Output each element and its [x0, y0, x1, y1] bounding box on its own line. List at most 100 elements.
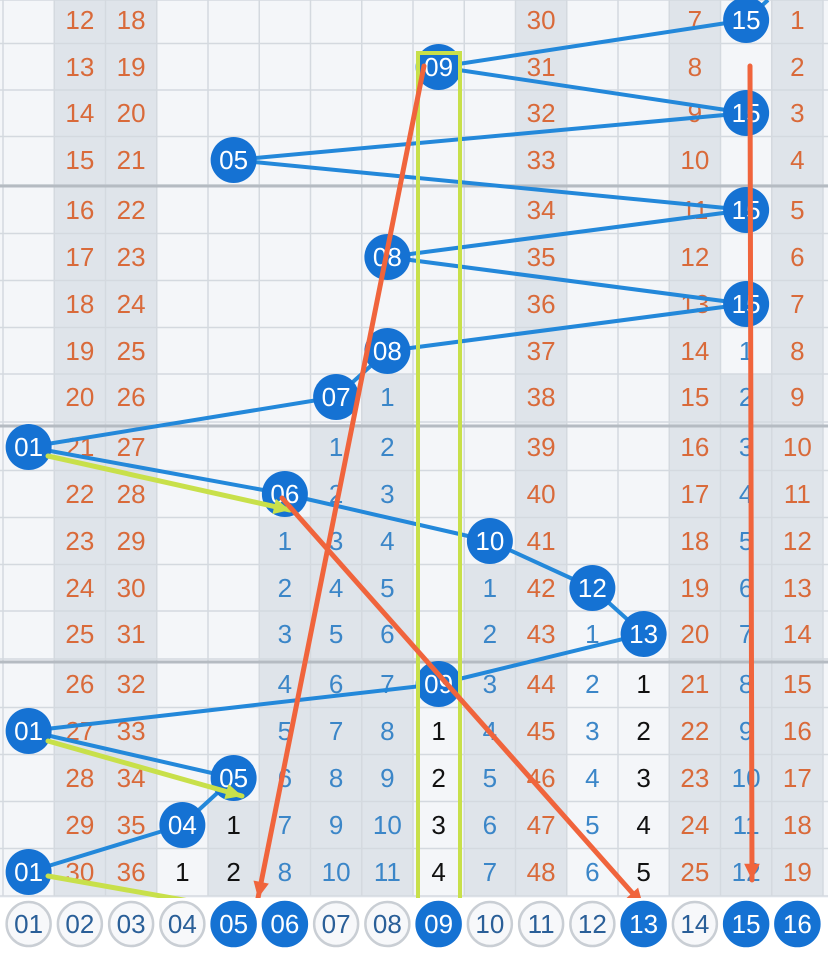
ball-marker: [569, 565, 616, 611]
omission-value: 15: [680, 382, 709, 412]
footer-ball-highlighted: [620, 900, 667, 948]
omission-value: 28: [65, 763, 94, 793]
footer-ball-highlighted: [261, 900, 309, 948]
omission-value: 23: [117, 242, 146, 272]
ball-marker: [210, 137, 257, 183]
omission-value: 39: [527, 432, 556, 462]
shaded-cell-block: [105, 0, 157, 896]
omission-value: 12: [783, 526, 812, 556]
omission-value: 36: [527, 289, 556, 319]
omission-value: 6: [329, 669, 343, 699]
omission-value: 11: [374, 857, 401, 887]
footer-ball: [569, 900, 616, 948]
omission-value: 3: [585, 716, 599, 746]
ball-number: 01: [14, 716, 43, 746]
omission-value: 19: [117, 52, 146, 82]
omission-value: 35: [527, 242, 556, 272]
omission-value: 15: [783, 669, 812, 699]
omission-value: 23: [65, 526, 94, 556]
omission-value: 5: [483, 763, 497, 793]
omission-value: 13: [65, 52, 94, 82]
footer-number: 03: [117, 909, 146, 939]
omission-value: 8: [790, 336, 804, 366]
footer-ball: [671, 900, 719, 948]
omission-value: 47: [527, 810, 556, 840]
ball-number: 15: [732, 195, 761, 225]
omission-value: 31: [117, 619, 146, 649]
omission-value: 41: [527, 526, 556, 556]
omission-value: 5: [636, 857, 650, 887]
ball-number: 12: [578, 573, 607, 603]
ball-number: 13: [629, 619, 658, 649]
omission-value: 16: [783, 716, 812, 746]
ball-marker: [364, 328, 411, 374]
omission-value: 7: [329, 716, 343, 746]
ball-marker: [723, 90, 770, 136]
ball-number: 07: [322, 382, 351, 412]
footer-ball: [312, 900, 360, 948]
omission-value: 2: [278, 573, 292, 603]
omission-value: 8: [688, 52, 702, 82]
omission-value: 9: [688, 98, 702, 128]
omission-value: 1: [585, 619, 599, 649]
omission-value: 12: [680, 242, 709, 272]
omission-value: 9: [380, 763, 394, 793]
footer-number: 09: [424, 909, 453, 939]
footer-ball: [5, 900, 52, 948]
omission-value: 7: [483, 857, 497, 887]
omission-value: 25: [117, 336, 146, 366]
omission-value: 13: [783, 573, 812, 603]
omission-value: 16: [680, 432, 709, 462]
omission-value: 4: [431, 857, 445, 887]
ball-number: 09: [424, 52, 453, 82]
omission-value: 22: [680, 716, 709, 746]
omission-value: 24: [680, 810, 709, 840]
footer-number: 04: [168, 909, 197, 939]
omission-value: 3: [636, 763, 650, 793]
omission-value: 34: [527, 195, 556, 225]
omission-value: 6: [483, 810, 497, 840]
omission-value: 3: [483, 669, 497, 699]
omission-value: 4: [278, 669, 292, 699]
footer-number: 07: [322, 909, 351, 939]
ball-marker: [415, 44, 462, 90]
ball-marker: [415, 661, 462, 707]
lime-arrow: [45, 453, 293, 513]
ball-marker: [5, 708, 52, 754]
omission-value: 10: [322, 857, 351, 887]
omission-value: 1: [431, 716, 445, 746]
shaded-cell-block: [720, 374, 772, 896]
omission-value: 10: [783, 432, 812, 462]
omission-value: 8: [278, 857, 292, 887]
omission-value: 21: [117, 145, 146, 175]
shaded-cell-block: [669, 0, 721, 896]
omission-value: 2: [380, 432, 394, 462]
omission-value: 11: [784, 479, 811, 509]
orange-arrow-head: [253, 880, 269, 898]
trend-segment: [284, 492, 491, 543]
omission-value: 44: [527, 669, 556, 699]
footer-number: 02: [65, 909, 94, 939]
omission-value: 17: [783, 763, 812, 793]
omission-value: 14: [783, 619, 812, 649]
omission-value: 22: [117, 195, 146, 225]
omission-value: 13: [680, 289, 709, 319]
omission-value: 42: [527, 573, 556, 603]
ball-marker: [723, 0, 770, 43]
omission-value: 18: [680, 526, 709, 556]
omission-value: 19: [680, 573, 709, 603]
omission-value: 9: [790, 382, 804, 412]
footer-ball: [56, 900, 104, 948]
omission-value: 3: [380, 479, 394, 509]
omission-value: 3: [278, 619, 292, 649]
trend-segment: [438, 65, 747, 115]
omission-value: 1: [380, 382, 394, 412]
omission-value: 21: [680, 669, 709, 699]
ball-marker: [159, 802, 206, 848]
omission-value: 6: [380, 619, 394, 649]
ball-marker: [5, 424, 52, 470]
omission-value: 48: [527, 857, 556, 887]
omission-value: 8: [380, 716, 394, 746]
omission-value: 2: [483, 619, 497, 649]
